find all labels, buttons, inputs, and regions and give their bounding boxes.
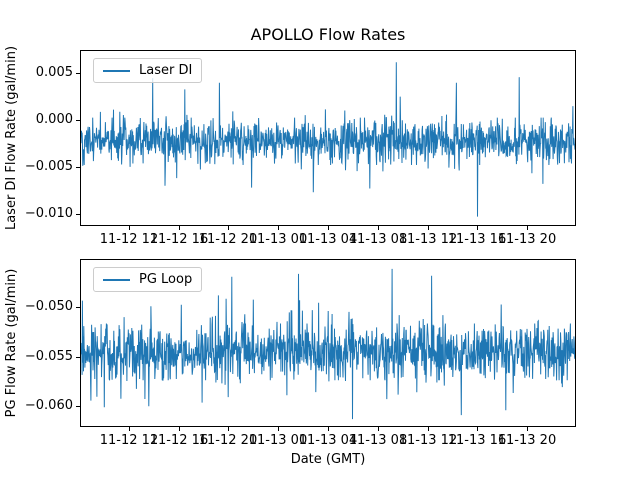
legend-label-laser-di: Laser DI	[139, 63, 193, 78]
x-tick-label: 11-13 16	[447, 433, 507, 448]
x-tick-mark	[228, 427, 229, 431]
x-tick-label: 11-13 20	[497, 433, 557, 448]
x-tick-mark	[428, 427, 429, 431]
x-tick-mark	[378, 226, 379, 230]
y-tick-mark	[76, 357, 80, 358]
x-tick-mark	[527, 427, 528, 431]
x-tick-label: 11-12 12	[99, 433, 159, 448]
x-tick-mark	[129, 427, 130, 431]
x-tick-label: 11-13 08	[348, 232, 408, 247]
y-tick-mark	[76, 406, 80, 407]
y-axis-label-pg-loop: PG Flow Rate (gal/min)	[4, 268, 19, 418]
legend-laser-di: Laser DI	[93, 58, 203, 83]
legend-label-pg-loop: PG Loop	[139, 272, 193, 287]
y-tick-label: −0.060	[24, 398, 73, 413]
y-tick-label: −0.010	[24, 206, 73, 221]
legend-line-sample-icon	[103, 69, 130, 72]
y-tick-mark	[76, 307, 80, 308]
legend-line-sample-icon	[103, 278, 130, 281]
x-tick-label: 11-13 04	[298, 232, 358, 247]
x-tick-label: 11-13 04	[298, 433, 358, 448]
x-tick-mark	[378, 427, 379, 431]
laser-di-plot-area	[81, 62, 575, 217]
x-tick-mark	[129, 226, 130, 230]
legend-pg-loop: PG Loop	[93, 267, 203, 292]
x-tick-label: 11-13 12	[398, 232, 458, 247]
x-tick-mark	[428, 226, 429, 230]
x-tick-mark	[179, 226, 180, 230]
x-tick-label: 11-12 16	[149, 232, 209, 247]
x-tick-label: 11-13 20	[497, 232, 557, 247]
pg-loop-subplot: PG Loop	[80, 259, 576, 427]
x-tick-mark	[179, 427, 180, 431]
x-tick-label: 11-13 00	[248, 232, 308, 247]
x-tick-label: 11-12 20	[198, 433, 258, 448]
x-tick-label: 11-12 20	[198, 232, 258, 247]
x-tick-mark	[527, 226, 528, 230]
series-line-0	[81, 62, 575, 217]
y-tick-label: 0.005	[35, 65, 73, 80]
y-tick-mark	[76, 214, 80, 215]
x-tick-label: 11-13 08	[348, 433, 408, 448]
x-tick-mark	[228, 226, 229, 230]
x-axis-label: Date (GMT)	[290, 452, 366, 467]
pg-loop-plot-area	[81, 268, 575, 420]
x-tick-mark	[278, 226, 279, 230]
series-line-1	[81, 268, 575, 420]
x-tick-label: 11-13 00	[248, 433, 308, 448]
x-tick-mark	[477, 427, 478, 431]
y-tick-mark	[76, 120, 80, 121]
x-tick-label: 11-12 16	[149, 433, 209, 448]
x-tick-label: 11-13 16	[447, 232, 507, 247]
x-tick-mark	[328, 427, 329, 431]
y-tick-label: −0.050	[24, 299, 73, 314]
chart-title: APOLLO Flow Rates	[250, 25, 406, 44]
y-tick-mark	[76, 73, 80, 74]
x-tick-mark	[278, 427, 279, 431]
x-tick-label: 11-13 12	[398, 433, 458, 448]
x-tick-mark	[477, 226, 478, 230]
laser-di-subplot: Laser DI	[80, 50, 576, 226]
y-tick-label: −0.055	[24, 349, 73, 364]
x-tick-mark	[328, 226, 329, 230]
y-tick-mark	[76, 167, 80, 168]
y-tick-label: −0.005	[24, 159, 73, 174]
y-tick-label: 0.000	[35, 112, 73, 127]
x-tick-label: 11-12 12	[99, 232, 159, 247]
